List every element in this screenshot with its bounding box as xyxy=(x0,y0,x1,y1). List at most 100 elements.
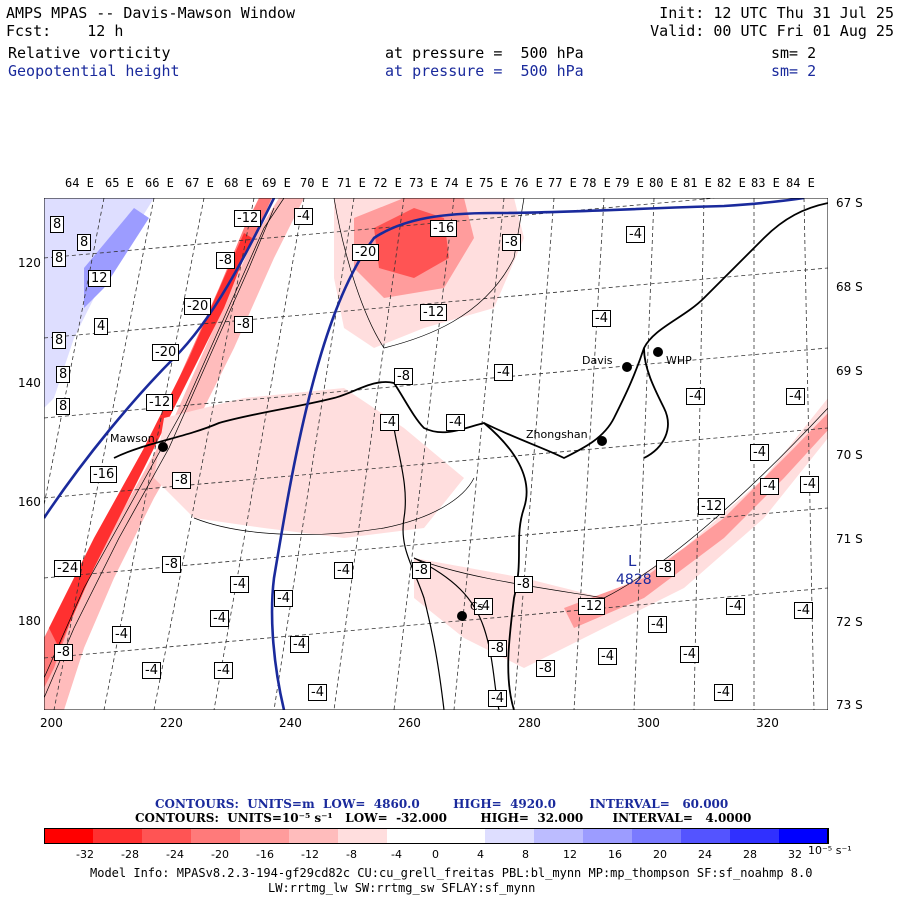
lon-label: 72 E xyxy=(373,176,402,190)
colorbar-units: 10⁻⁵ s⁻¹ xyxy=(808,844,852,857)
contour-label: -12 xyxy=(234,210,262,227)
station-marker xyxy=(622,362,632,372)
contour-label: -4 xyxy=(794,602,813,619)
colorbar-tick-label: 0 xyxy=(432,848,439,861)
lon-label: 69 E xyxy=(262,176,291,190)
contour-label: 8 xyxy=(56,366,71,383)
contour-label: -4 xyxy=(488,690,507,707)
contour-label: -8 xyxy=(514,576,533,593)
lon-label: 77 E xyxy=(548,176,577,190)
contour-label: -16 xyxy=(90,466,118,483)
forecast-hour: Fcst: 12 h xyxy=(6,22,124,40)
lat-label: 73 S xyxy=(836,698,863,712)
station-marker xyxy=(597,436,607,446)
lon-label: 76 E xyxy=(514,176,543,190)
contour-label: -4 xyxy=(714,684,733,701)
contour-label: 8 xyxy=(56,398,71,415)
contour-label: -4 xyxy=(334,562,353,579)
model-info-line1: Model Info: MPASv8.2.3-194-gf29cd82c CU:… xyxy=(90,866,813,880)
contour-label: -8 xyxy=(234,316,253,333)
map-panel xyxy=(44,198,828,710)
contour-label: -8 xyxy=(412,562,431,579)
contour-label: -4 xyxy=(294,208,313,225)
colorbar-tick-label: 28 xyxy=(743,848,757,861)
x-tick-label: 200 xyxy=(40,716,63,730)
low-center-marker: L xyxy=(628,552,637,570)
contour-label: -4 xyxy=(380,414,399,431)
lon-label: 75 E xyxy=(479,176,508,190)
station-marker xyxy=(158,442,168,452)
lon-label: 80 E xyxy=(649,176,678,190)
contour-label: -4 xyxy=(474,598,493,615)
contour-label: -4 xyxy=(290,636,309,653)
lon-label: 78 E xyxy=(582,176,611,190)
contour-label: -20 xyxy=(352,244,380,261)
station-label-davis: Davis xyxy=(582,354,613,367)
contour-label: -8 xyxy=(394,368,413,385)
contour-label: -4 xyxy=(750,444,769,461)
colorbar-frame xyxy=(44,828,828,844)
contour-label: -4 xyxy=(308,684,327,701)
field2-pressure: at pressure = 500 hPa xyxy=(385,62,584,80)
contour-label: -4 xyxy=(592,310,611,327)
contour-label: -4 xyxy=(446,414,465,431)
lat-label: 72 S xyxy=(836,615,863,629)
colorbar-tick-label: 32 xyxy=(788,848,802,861)
contour-label: 4 xyxy=(94,318,109,335)
lon-label: 68 E xyxy=(224,176,253,190)
contour-label: -24 xyxy=(54,560,82,577)
vorticity-contours-info: CONTOURS: UNITS=10⁻⁵ s⁻¹ LOW= -32.000 HI… xyxy=(135,811,752,825)
colorbar-tick-label: 4 xyxy=(477,848,484,861)
lat-label: 68 S xyxy=(836,280,863,294)
contour-label: -4 xyxy=(112,626,131,643)
colorbar-tick-label: -16 xyxy=(256,848,274,861)
contour-label: -4 xyxy=(686,388,705,405)
contour-label: -4 xyxy=(726,598,745,615)
field1-pressure: at pressure = 500 hPa xyxy=(385,44,584,62)
contour-label: -20 xyxy=(184,298,212,315)
x-tick-label: 320 xyxy=(756,716,779,730)
colorbar-tick-label: 20 xyxy=(653,848,667,861)
colorbar-tick-label: -4 xyxy=(391,848,402,861)
height-contours-info: CONTOURS: UNITS=m LOW= 4860.0 HIGH= 4920… xyxy=(155,797,729,811)
x-tick-label: 300 xyxy=(637,716,660,730)
contour-label: -12 xyxy=(698,498,726,515)
lon-label: 81 E xyxy=(683,176,712,190)
station-marker xyxy=(457,611,467,621)
lon-label: 74 E xyxy=(444,176,473,190)
field1-name: Relative vorticity xyxy=(8,44,171,62)
colorbar-tick-label: -20 xyxy=(211,848,229,861)
x-tick-label: 260 xyxy=(398,716,421,730)
field2-name: Geopotential height xyxy=(8,62,180,80)
colorbar-tick-label: 24 xyxy=(698,848,712,861)
contour-label: -8 xyxy=(162,556,181,573)
contour-label: -4 xyxy=(648,616,667,633)
lon-label: 82 E xyxy=(717,176,746,190)
negative-vorticity-lower-band xyxy=(414,398,828,668)
y-tick-label: 180 xyxy=(18,614,41,628)
contour-label: 8 xyxy=(50,216,65,233)
map-title: AMPS MPAS -- Davis-Mawson Window xyxy=(6,4,295,22)
contour-label: -4 xyxy=(786,388,805,405)
lon-label: 83 E xyxy=(751,176,780,190)
colorbar-tick-label: 12 xyxy=(563,848,577,861)
contour-label: -4 xyxy=(626,226,645,243)
contour-label: -4 xyxy=(210,610,229,627)
contour-label: -8 xyxy=(656,560,675,577)
contour-label: -4 xyxy=(494,364,513,381)
contour-label: -8 xyxy=(536,660,555,677)
station-label-zhongshan: Zhongshan xyxy=(526,428,588,441)
x-tick-label: 220 xyxy=(160,716,183,730)
contour-label: 12 xyxy=(88,270,111,287)
contour-label: -4 xyxy=(760,478,779,495)
y-tick-label: 140 xyxy=(18,376,41,390)
lon-label: 84 E xyxy=(786,176,815,190)
model-info-line2: LW:rrtmg_lw SW:rrtmg_sw SFLAY:sf_mynn xyxy=(268,881,536,895)
contour-label: -8 xyxy=(216,252,235,269)
station-label-whp: WHP xyxy=(666,354,692,367)
colorbar-tick-label: -28 xyxy=(121,848,139,861)
contour-label: 8 xyxy=(52,250,67,267)
contour-label: 8 xyxy=(77,234,92,251)
contour-label: -8 xyxy=(488,640,507,657)
colorbar-tick-label: -24 xyxy=(166,848,184,861)
